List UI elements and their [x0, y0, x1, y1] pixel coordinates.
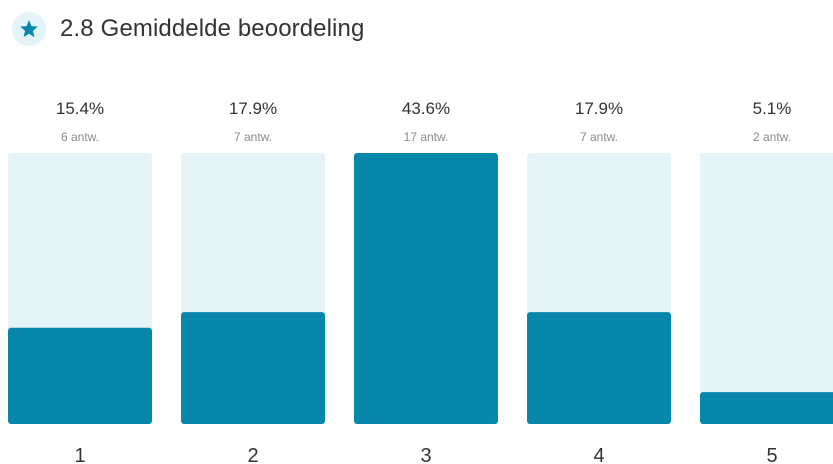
- count-label-4: 7 antw.: [580, 130, 618, 144]
- bar-4: [527, 312, 671, 424]
- bar-3: [354, 153, 498, 424]
- count-label-3: 17 antw.: [404, 130, 449, 144]
- star-badge: [12, 12, 46, 46]
- percent-label-5: 5.1%: [753, 99, 792, 118]
- category-label-2: 2: [247, 445, 258, 464]
- average-rating-label: Gemiddelde beoordeling: [100, 15, 365, 42]
- count-label-1: 6 antw.: [61, 130, 99, 144]
- average-rating-header: 2.8 Gemiddelde beoordeling: [12, 12, 364, 46]
- star-icon: [20, 20, 38, 38]
- category-label-1: 1: [74, 445, 85, 464]
- bar-1: [8, 327, 152, 424]
- percent-label-1: 15.4%: [56, 99, 104, 118]
- category-label-4: 4: [593, 445, 604, 464]
- count-label-2: 7 antw.: [234, 130, 272, 144]
- count-label-5: 2 antw.: [753, 130, 791, 144]
- category-label-3: 3: [420, 445, 431, 464]
- category-label-5: 5: [766, 445, 777, 464]
- bar-2: [181, 312, 325, 424]
- bar-track-5: [700, 153, 833, 424]
- bar-5: [700, 392, 833, 424]
- percent-label-4: 17.9%: [575, 99, 623, 118]
- average-rating-value: 2.8: [60, 15, 94, 42]
- percent-label-3: 43.6%: [402, 99, 450, 118]
- percent-label-2: 17.9%: [229, 99, 277, 118]
